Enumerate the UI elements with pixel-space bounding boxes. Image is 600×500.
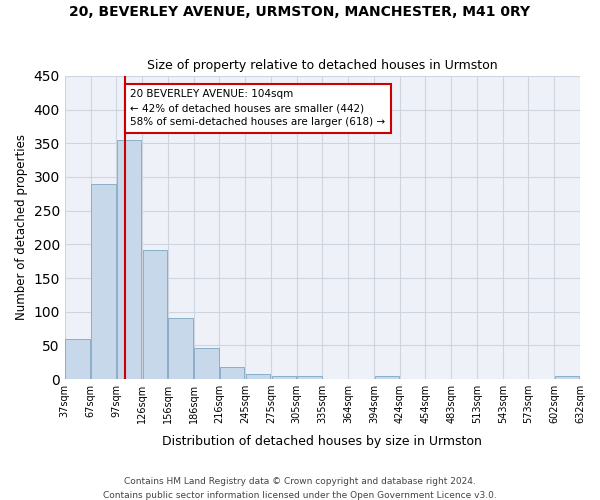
Bar <box>65 340 90 379</box>
Text: 20, BEVERLEY AVENUE, URMSTON, MANCHESTER, M41 0RY: 20, BEVERLEY AVENUE, URMSTON, MANCHESTER… <box>70 5 530 19</box>
Y-axis label: Number of detached properties: Number of detached properties <box>15 134 28 320</box>
Bar <box>169 318 193 379</box>
Bar <box>246 374 270 379</box>
Bar <box>194 348 219 379</box>
Bar <box>143 250 167 379</box>
Bar <box>272 376 296 379</box>
X-axis label: Distribution of detached houses by size in Urmston: Distribution of detached houses by size … <box>163 434 482 448</box>
Bar <box>220 367 244 379</box>
Bar <box>91 184 116 379</box>
Bar <box>297 376 322 379</box>
Bar <box>374 376 399 379</box>
Text: 20 BEVERLEY AVENUE: 104sqm
← 42% of detached houses are smaller (442)
58% of sem: 20 BEVERLEY AVENUE: 104sqm ← 42% of deta… <box>130 90 386 128</box>
Text: Contains HM Land Registry data © Crown copyright and database right 2024.
Contai: Contains HM Land Registry data © Crown c… <box>103 478 497 500</box>
Bar <box>555 376 580 379</box>
Bar <box>117 140 142 379</box>
Title: Size of property relative to detached houses in Urmston: Size of property relative to detached ho… <box>147 59 498 72</box>
